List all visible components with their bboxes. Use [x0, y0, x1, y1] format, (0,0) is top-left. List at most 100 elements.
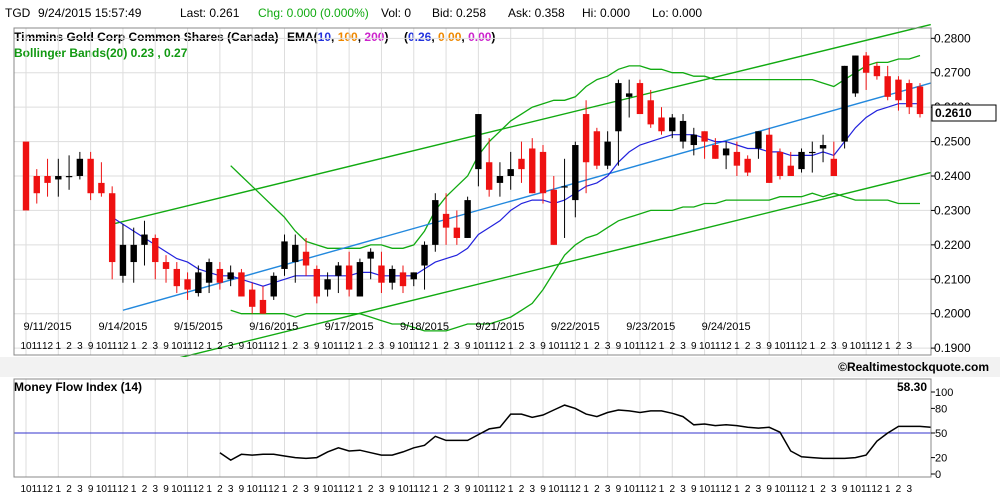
- mfi-hour-label: 3: [379, 484, 385, 495]
- date-label: 9/14/2015: [98, 321, 147, 333]
- mfi-hour-label: 2: [519, 484, 525, 495]
- price-bar-body: [636, 83, 644, 115]
- price-hour-label: 3: [454, 341, 460, 352]
- price-hour-label: 12: [193, 341, 205, 352]
- price-hour-label: 12: [645, 341, 657, 352]
- price-hour-label: 9: [389, 341, 395, 352]
- price-bar-body: [87, 158, 94, 194]
- price-hour-label: 3: [228, 341, 234, 352]
- price-bar-body: [690, 134, 698, 146]
- mfi-hour-label: 2: [594, 484, 600, 495]
- price-hour-label: 12: [42, 341, 54, 352]
- price-bar-body: [302, 251, 310, 266]
- price-bar-body: [76, 158, 84, 177]
- price-bar-body: [884, 76, 891, 97]
- mfi-panel-frame: [13, 378, 932, 478]
- mfi-hour-label: 1: [433, 484, 439, 495]
- last-price-marker: 0.2610: [931, 104, 997, 122]
- price-hour-label: 3: [529, 341, 535, 352]
- price-hour-label: 10: [473, 341, 485, 352]
- mfi-hour-label: 3: [303, 484, 309, 495]
- mfi-hour-label: 1: [810, 484, 816, 495]
- price-hour-label: 12: [871, 341, 883, 352]
- mfi-hour-label: 2: [217, 484, 223, 495]
- price-bar-body: [701, 131, 708, 142]
- mfi-hour-label: 10: [171, 484, 183, 495]
- price-bar-body: [572, 145, 579, 201]
- price-bar-body: [755, 131, 762, 149]
- mfi-y-tick-label: 50: [935, 428, 947, 440]
- price-bar-body: [399, 272, 407, 287]
- price-hour-label: 12: [494, 341, 506, 352]
- price-hour-label: 2: [896, 341, 902, 352]
- price-hour-label: 9: [691, 341, 697, 352]
- date-label: 9/24/2015: [702, 321, 751, 333]
- quote-bid: Bid: 0.258: [432, 6, 486, 20]
- mfi-hour-label: 10: [548, 484, 560, 495]
- price-hour-label: 11: [559, 341, 570, 352]
- price-channel: [112, 23, 931, 360]
- price-hour-label: 1: [357, 341, 363, 352]
- price-hour-label: 2: [142, 341, 148, 352]
- price-bar-body: [529, 148, 536, 194]
- price-hour-label: 3: [906, 341, 912, 352]
- mfi-hour-label: 3: [906, 484, 912, 495]
- mfi-y-axis: 0 20 50 80 100: [931, 387, 953, 481]
- mfi-hour-label: 10: [322, 484, 334, 495]
- price-bar-body: [356, 262, 364, 297]
- mfi-hour-label: 3: [831, 484, 837, 495]
- mfi-hour-label: 11: [786, 484, 797, 495]
- price-hour-label: 12: [796, 341, 808, 352]
- price-hour-label: 10: [20, 341, 32, 352]
- price-hour-label: 12: [419, 341, 431, 352]
- price-hour-label: 9: [616, 341, 622, 352]
- chart-legend: Timmins Gold Corp Common Shares (Canada)…: [14, 30, 495, 60]
- price-bar-body: [841, 65, 848, 142]
- price-hour-label: 12: [721, 341, 733, 352]
- price-bar-body: [216, 268, 224, 283]
- price-y-tick-label: 0.2400: [934, 169, 971, 183]
- price-bar-body: [292, 244, 299, 263]
- bollinger-lower-line: [230, 192, 920, 332]
- mfi-hour-label: 10: [96, 484, 108, 495]
- blue-trendline: [122, 82, 931, 311]
- mfi-hour-label: 9: [766, 484, 772, 495]
- date-label: 9/22/2015: [551, 321, 600, 333]
- mfi-hour-label: 12: [871, 484, 883, 495]
- mfi-hour-label: 3: [529, 484, 535, 495]
- price-bar-body: [507, 169, 514, 177]
- price-hour-label: 1: [282, 341, 288, 352]
- mfi-hour-label: 12: [117, 484, 129, 495]
- price-hour-label: 12: [268, 341, 280, 352]
- mfi-hour-label: 3: [756, 484, 762, 495]
- channel-upper-line: [112, 23, 931, 225]
- price-bar-body: [679, 120, 687, 142]
- mfi-hour-label: 1: [131, 484, 137, 495]
- price-bar-body: [582, 114, 590, 163]
- price-hour-label: 2: [745, 341, 751, 352]
- price-bar-body: [33, 176, 40, 194]
- price-hour-label: 10: [322, 341, 334, 352]
- price-hour-label: 3: [379, 341, 385, 352]
- date-label: 9/16/2015: [249, 321, 298, 333]
- price-hour-label: 2: [217, 341, 223, 352]
- price-bar-body: [819, 145, 827, 149]
- mfi-hour-label: 2: [368, 484, 374, 495]
- ema-legend: EMA(10, 100, 200): [287, 30, 388, 44]
- price-bar-body: [22, 141, 30, 211]
- price-bar-body: [130, 244, 137, 263]
- quote-volume: Vol: 0: [381, 6, 411, 20]
- price-bar-body: [195, 272, 202, 294]
- price-bar-body: [108, 193, 116, 263]
- price-panel: 9/11/2015 9/14/2015 9/15/2015 9/16/2015 9/17…: [13, 23, 997, 360]
- mfi-line: [219, 404, 931, 461]
- price-hour-label: 11: [258, 341, 269, 352]
- price-bar-body: [238, 272, 245, 297]
- mfi-hour-label: 12: [344, 484, 356, 495]
- mfi-hour-label: 12: [419, 484, 431, 495]
- price-hour-label: 10: [699, 341, 711, 352]
- mfi-hour-label: 12: [42, 484, 54, 495]
- price-hour-label: 2: [820, 341, 826, 352]
- trendline: [122, 82, 931, 311]
